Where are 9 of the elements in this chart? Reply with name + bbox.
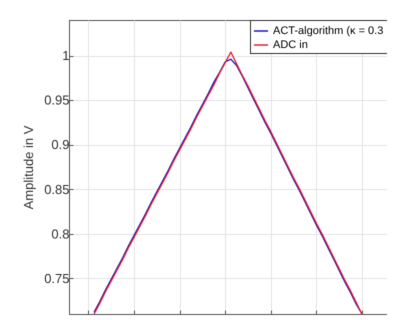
y-tick-label: 0.95 bbox=[44, 92, 70, 108]
y-tick-label: 0.75 bbox=[44, 270, 70, 286]
legend-label: ACT-algorithm (κ = 0.3 bbox=[273, 25, 384, 37]
y-tick-label: 0.9 bbox=[51, 137, 70, 152]
y-axis-title: Amplitude in V bbox=[21, 125, 36, 210]
y-tick-label: 0.85 bbox=[44, 182, 70, 197]
y-tick-label: 1 bbox=[62, 48, 70, 64]
y-tick-label: 0.8 bbox=[51, 226, 70, 242]
legend-label: ADC in bbox=[273, 39, 308, 51]
